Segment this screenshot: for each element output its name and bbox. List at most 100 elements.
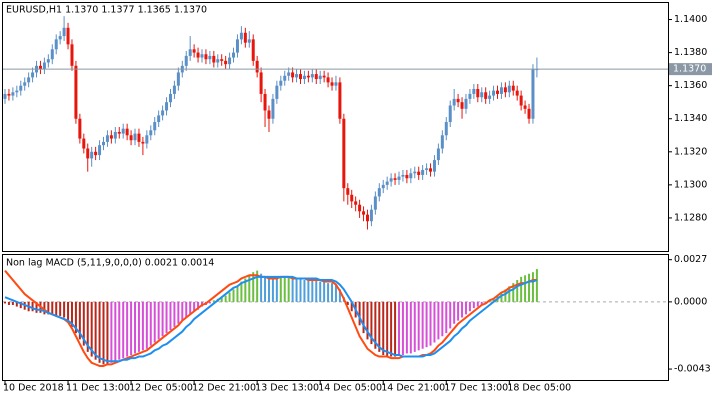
candle-body (432, 160, 436, 172)
candle-body (212, 55, 216, 63)
candle-body (338, 82, 342, 119)
histogram-bar (394, 301, 397, 357)
histogram-bar (240, 281, 243, 302)
histogram-bar (82, 301, 85, 346)
x-tick-label: 17 Dec 13:00 (444, 383, 508, 394)
histogram-bar (307, 280, 310, 302)
histogram-bar (177, 301, 180, 324)
candle-body (448, 105, 452, 123)
histogram-bar (437, 301, 440, 340)
candle-body (157, 115, 161, 123)
histogram-bar (260, 273, 263, 302)
histogram-bar (512, 283, 515, 302)
candle-body (98, 145, 102, 156)
candle-body (251, 39, 255, 61)
histogram-bar (193, 301, 196, 312)
candle-body (263, 93, 267, 111)
histogram-bar (212, 300, 215, 302)
histogram-bar (275, 278, 278, 302)
x-tick-label: 13 Dec 13:00 (255, 383, 319, 394)
histogram-bar (244, 278, 247, 302)
histogram-bar (295, 278, 298, 302)
candle-body (168, 93, 172, 103)
candle-body (23, 82, 27, 86)
histogram-bar (287, 276, 290, 302)
histogram-bar (59, 301, 62, 316)
x-tick-label: 14 Dec 05:00 (318, 383, 382, 394)
candle-body (31, 72, 35, 78)
candle-body (153, 122, 157, 131)
candle-body (310, 74, 314, 78)
candle-body (373, 196, 377, 210)
histogram-bar (90, 301, 93, 357)
candle-body (397, 176, 401, 180)
histogram-bar (535, 269, 538, 302)
candle-body (484, 92, 488, 99)
candle-body (385, 181, 389, 185)
candle-body (314, 74, 318, 80)
y-tick-label: 1.1280 (674, 212, 707, 223)
candle-body (7, 93, 11, 96)
y-tick-label: -0.0043 (674, 364, 711, 375)
candle-body (302, 75, 306, 80)
y-tick-label: 0.0027 (674, 254, 707, 265)
candle-body (15, 90, 19, 93)
histogram-bar (417, 301, 420, 351)
candle-body (161, 110, 165, 116)
candle-body (232, 52, 236, 58)
histogram-bar (224, 295, 227, 302)
candle-body (507, 85, 511, 93)
histogram-bar (315, 280, 318, 302)
histogram-bar (31, 301, 34, 312)
histogram-bar (382, 301, 385, 355)
histogram-bar (161, 301, 164, 337)
y-tick-label: 1.1400 (674, 14, 707, 25)
last-price-label: 1.1370 (673, 64, 706, 75)
histogram-bar (464, 301, 467, 315)
candle-body (468, 93, 472, 99)
histogram-bar (153, 301, 156, 343)
candle-body (476, 88, 480, 98)
candle-body (192, 49, 196, 53)
y-tick-label: 1.1300 (674, 179, 707, 190)
histogram-bar (334, 284, 337, 302)
candle-body (456, 98, 460, 103)
candle-body (377, 188, 381, 197)
histogram-bar (67, 301, 70, 321)
candle-body (109, 135, 113, 139)
histogram-bar (78, 301, 81, 340)
histogram-bar (299, 278, 302, 302)
histogram-bar (528, 273, 531, 302)
candle-body (50, 49, 54, 60)
candle-body (243, 32, 247, 43)
candle-body (121, 128, 125, 134)
histogram-bar (181, 301, 184, 321)
candle-body (3, 93, 7, 99)
histogram-bar (252, 272, 255, 302)
indicator-line (4, 275, 538, 363)
candle-body (440, 135, 444, 149)
histogram-bar (47, 301, 50, 315)
candle-body (220, 59, 224, 61)
histogram-bar (279, 276, 282, 302)
candle-body (38, 65, 42, 70)
histogram-bar (327, 283, 330, 302)
candle-body (295, 74, 299, 78)
candle-body (66, 27, 70, 45)
candle-body (208, 55, 212, 60)
histogram-bar (338, 289, 341, 302)
candle-body (188, 49, 192, 56)
candle-body (346, 188, 350, 195)
histogram-bar (516, 280, 519, 302)
histogram-bar (70, 301, 73, 327)
histogram-bar (323, 281, 326, 302)
histogram-bar (197, 301, 200, 310)
candle-body (369, 209, 373, 222)
candle-body (287, 72, 291, 76)
histogram-bar (134, 301, 137, 354)
candle-body (499, 87, 503, 94)
histogram-bar (457, 301, 460, 321)
candle-body (306, 75, 310, 78)
histogram-bar (271, 278, 274, 302)
